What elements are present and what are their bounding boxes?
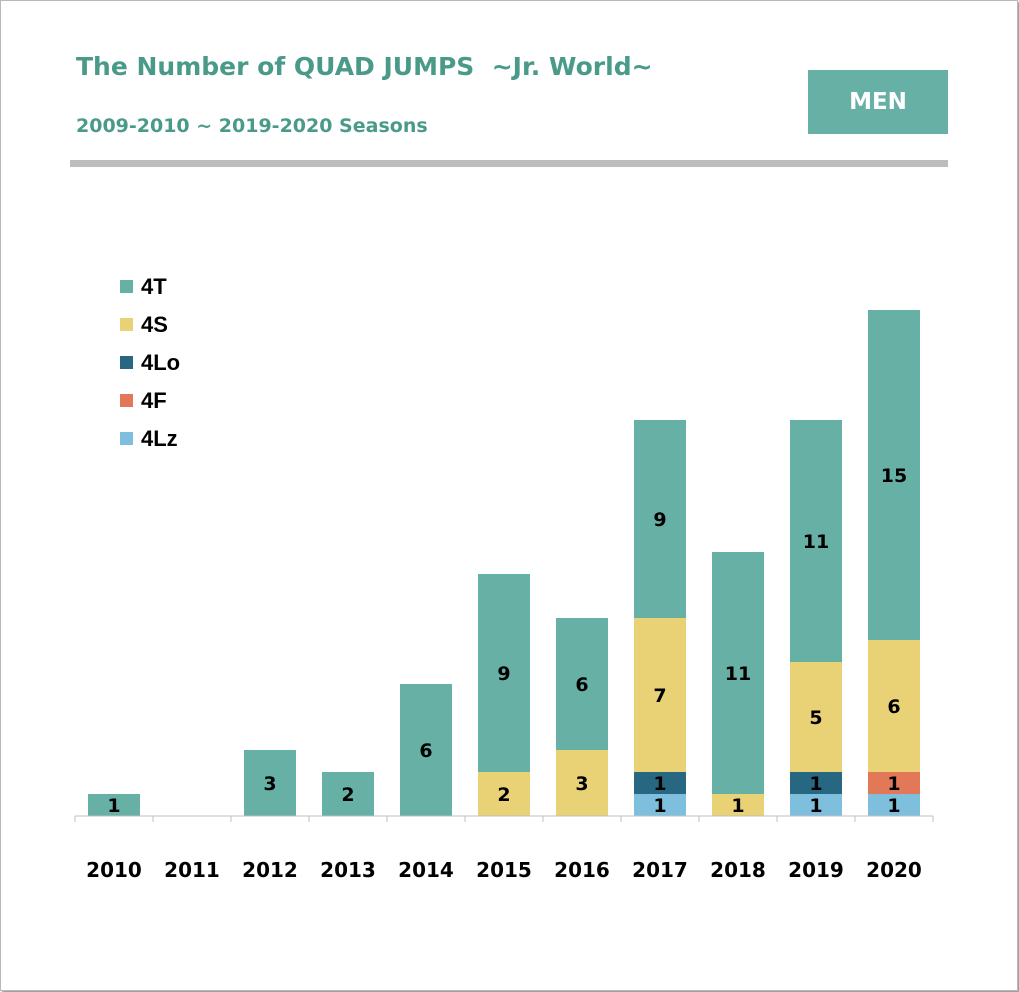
- data-label-4lo-2019: 1: [809, 773, 822, 795]
- data-label-4s-2017: 7: [653, 685, 666, 707]
- bar-4t-2013: [322, 772, 374, 816]
- data-label-4t-2010: 1: [107, 795, 120, 817]
- bar-4s-2018: [712, 794, 764, 816]
- bar-4t-2019: [790, 420, 842, 662]
- data-label-4s-2018: 1: [731, 795, 744, 817]
- data-label-4lz-2020: 1: [887, 795, 900, 817]
- data-label-4lz-2017: 1: [653, 795, 666, 817]
- x-tick-label-2014: 2014: [398, 858, 454, 882]
- bar-4f-2020: [868, 772, 920, 794]
- bar-4s-2016: [556, 750, 608, 816]
- legend-swatch-4t: [120, 280, 133, 293]
- data-label-4t-2020: 15: [881, 465, 907, 487]
- x-tick-label-2018: 2018: [710, 858, 766, 882]
- x-tick-label-2015: 2015: [476, 858, 532, 882]
- x-tick-label-2012: 2012: [242, 858, 298, 882]
- bar-4s-2017: [634, 618, 686, 772]
- data-label-4s-2015: 2: [497, 784, 510, 806]
- data-label-4s-2019: 5: [809, 707, 822, 729]
- legend-label-4lo: 4Lo: [141, 350, 181, 375]
- legend-swatch-4lo: [120, 356, 133, 369]
- header-divider: [70, 160, 948, 167]
- data-label-4t-2019: 11: [803, 531, 829, 553]
- bar-4s-2020: [868, 640, 920, 772]
- bar-4s-2019: [790, 662, 842, 772]
- x-tick-label-2013: 2013: [320, 858, 376, 882]
- legend-swatch-4f: [120, 394, 133, 407]
- legend-swatch-4s: [120, 318, 133, 331]
- bar-4lz-2020: [868, 794, 920, 816]
- bar-4lo-2019: [790, 772, 842, 794]
- data-label-4t-2014: 6: [419, 740, 432, 762]
- bar-4t-2015: [478, 574, 530, 772]
- men-badge: MEN: [808, 70, 948, 134]
- chart-subtitle: 2009-2010 ~ 2019-2020 Seasons: [76, 115, 428, 137]
- data-label-4f-2020: 1: [887, 773, 900, 795]
- x-tick-label-2011: 2011: [164, 858, 220, 882]
- bar-4t-2020: [868, 310, 920, 640]
- data-label-4t-2017: 9: [653, 509, 666, 531]
- data-label-4s-2016: 3: [575, 773, 588, 795]
- data-label-4t-2018: 11: [725, 663, 751, 685]
- bar-4t-2018: [712, 552, 764, 794]
- bar-4t-2016: [556, 618, 608, 750]
- x-tick-label-2019: 2019: [788, 858, 844, 882]
- bar-4t-2010: [88, 794, 140, 816]
- legend-label-4t: 4T: [141, 274, 167, 299]
- bar-4lz-2017: [634, 794, 686, 816]
- legend-swatch-4lz: [120, 432, 133, 445]
- data-label-4lo-2017: 1: [653, 773, 666, 795]
- legend-label-4lz: 4Lz: [141, 426, 178, 451]
- x-tick-label-2016: 2016: [554, 858, 610, 882]
- legend-label-4f: 4F: [141, 388, 167, 413]
- legend-label-4s: 4S: [141, 312, 168, 337]
- bar-4lz-2019: [790, 794, 842, 816]
- x-tick-label-2017: 2017: [632, 858, 688, 882]
- data-label-4lz-2019: 1: [809, 795, 822, 817]
- data-label-4t-2012: 3: [263, 773, 276, 795]
- data-label-4s-2020: 6: [887, 696, 900, 718]
- x-tick-label-2010: 2010: [86, 858, 142, 882]
- bar-4s-2015: [478, 772, 530, 816]
- chart-title: The Number of QUAD JUMPS ~Jr. World~: [76, 52, 653, 81]
- data-label-4t-2013: 2: [341, 784, 354, 806]
- bar-4t-2012: [244, 750, 296, 816]
- bar-4t-2014: [400, 684, 452, 816]
- bar-4t-2017: [634, 420, 686, 618]
- data-label-4t-2016: 6: [575, 674, 588, 696]
- data-label-4t-2015: 9: [497, 663, 510, 685]
- x-tick-label-2020: 2020: [866, 858, 922, 882]
- bar-4lo-2017: [634, 772, 686, 794]
